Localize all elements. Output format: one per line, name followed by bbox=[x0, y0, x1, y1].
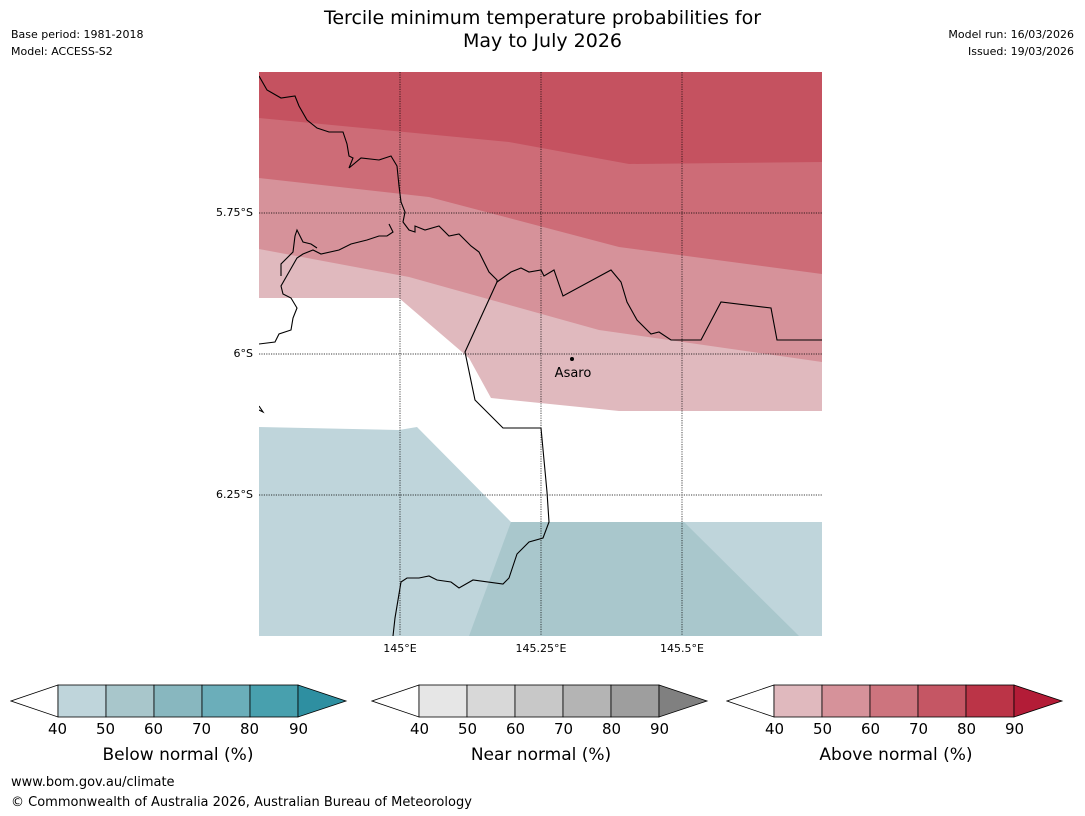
colorbar-segment bbox=[917, 684, 967, 718]
issued-date: Issued: 19/03/2026 bbox=[967, 45, 1074, 58]
colorbar-above-label: Above normal (%) bbox=[819, 745, 973, 765]
cbar-below-tick: 40 bbox=[48, 720, 68, 738]
asaro-label: Asaro bbox=[555, 366, 592, 381]
forecast-map: Asaro bbox=[259, 72, 822, 636]
asaro-marker bbox=[570, 357, 574, 361]
lon-label-14525: 145.25°E bbox=[515, 642, 567, 655]
meta-left: Base period: 1981-2018 Model: ACCESS-S2 bbox=[11, 26, 143, 60]
province-borders bbox=[259, 75, 822, 636]
title-line-1: Tercile minimum temperature probabilitie… bbox=[323, 7, 762, 29]
colorbar-segment bbox=[514, 684, 564, 718]
model-name: Model: ACCESS-S2 bbox=[11, 45, 113, 58]
cbar-below-tick: 60 bbox=[144, 720, 164, 738]
cbar-near-tick: 40 bbox=[410, 720, 430, 738]
cbar-above-tick: 80 bbox=[957, 720, 977, 738]
lat-label-625: 6.25°S bbox=[216, 488, 253, 501]
colorbar-segment bbox=[249, 684, 299, 718]
lon-label-14550: 145.5°E bbox=[660, 642, 704, 655]
lat-label-600: 6°S bbox=[233, 347, 253, 360]
base-period: Base period: 1981-2018 bbox=[11, 28, 144, 41]
colorbar-segment bbox=[869, 684, 919, 718]
border-line-edge bbox=[259, 405, 265, 414]
lon-label-14500: 145°E bbox=[383, 642, 417, 655]
model-run: Model run: 16/03/2026 bbox=[948, 28, 1074, 41]
title-line-2: May to July 2026 bbox=[463, 30, 622, 52]
border-line-west bbox=[259, 223, 394, 345]
colorbar-segment bbox=[201, 684, 251, 718]
cbar-below-tick: 80 bbox=[240, 720, 260, 738]
colorbar-below bbox=[10, 684, 348, 718]
meta-right: Model run: 16/03/2026 Issued: 19/03/2026 bbox=[948, 26, 1074, 60]
below-50-band bbox=[469, 522, 799, 636]
cbar-above-tick: 70 bbox=[909, 720, 929, 738]
colorbar-near bbox=[371, 684, 709, 718]
chart-title: Tercile minimum temperature probabilitie… bbox=[0, 7, 1085, 53]
border-line-west-2 bbox=[280, 228, 318, 276]
cbar-near-tick: 70 bbox=[554, 720, 574, 738]
colorbar-segment bbox=[821, 684, 871, 718]
colorbar-extend-low bbox=[10, 684, 59, 718]
map-gridlines bbox=[259, 72, 822, 636]
cbar-near-tick: 80 bbox=[602, 720, 622, 738]
footer-copyright: © Commonwealth of Australia 2026, Austra… bbox=[11, 795, 472, 810]
border-line-north bbox=[259, 75, 822, 341]
colorbar-segment bbox=[105, 684, 155, 718]
colorbar-segment bbox=[153, 684, 203, 718]
cbar-near-tick: 90 bbox=[650, 720, 670, 738]
cbar-below-tick: 90 bbox=[289, 720, 309, 738]
colorbar-segment bbox=[418, 684, 468, 718]
colorbar-near-ticks: 40 50 60 70 80 90 bbox=[371, 720, 711, 740]
colorbar-above bbox=[726, 684, 1064, 718]
colorbar-extend-low bbox=[726, 684, 775, 718]
colorbar-near-label: Near normal (%) bbox=[470, 745, 612, 765]
colorbar-extend-low bbox=[371, 684, 420, 718]
colorbar-extend-high bbox=[658, 684, 709, 718]
cbar-near-tick: 60 bbox=[506, 720, 526, 738]
lat-label-575: 5.75°S bbox=[216, 206, 253, 219]
above-70-band bbox=[259, 72, 822, 164]
colorbar-below-ticks: 40 50 60 70 80 90 bbox=[10, 720, 350, 740]
cbar-below-tick: 50 bbox=[96, 720, 116, 738]
cbar-above-tick: 60 bbox=[861, 720, 881, 738]
cbar-above-tick: 90 bbox=[1005, 720, 1025, 738]
colorbar-extend-high bbox=[1013, 684, 1064, 718]
cbar-above-tick: 50 bbox=[813, 720, 833, 738]
colorbar-segment bbox=[57, 684, 107, 718]
border-line-center bbox=[392, 281, 550, 636]
colorbar-extend-high bbox=[297, 684, 348, 718]
colorbar-segment bbox=[562, 684, 612, 718]
cbar-near-tick: 50 bbox=[458, 720, 478, 738]
colorbar-above-ticks: 40 50 60 70 80 90 bbox=[726, 720, 1066, 740]
cbar-below-tick: 70 bbox=[192, 720, 212, 738]
footer-url: www.bom.gov.au/climate bbox=[11, 775, 175, 790]
colorbar-segment bbox=[610, 684, 660, 718]
colorbar-below-label: Below normal (%) bbox=[102, 745, 254, 765]
colorbar-segment bbox=[965, 684, 1015, 718]
cbar-above-tick: 40 bbox=[765, 720, 785, 738]
colorbar-segment bbox=[773, 684, 823, 718]
colorbar-segment bbox=[466, 684, 516, 718]
